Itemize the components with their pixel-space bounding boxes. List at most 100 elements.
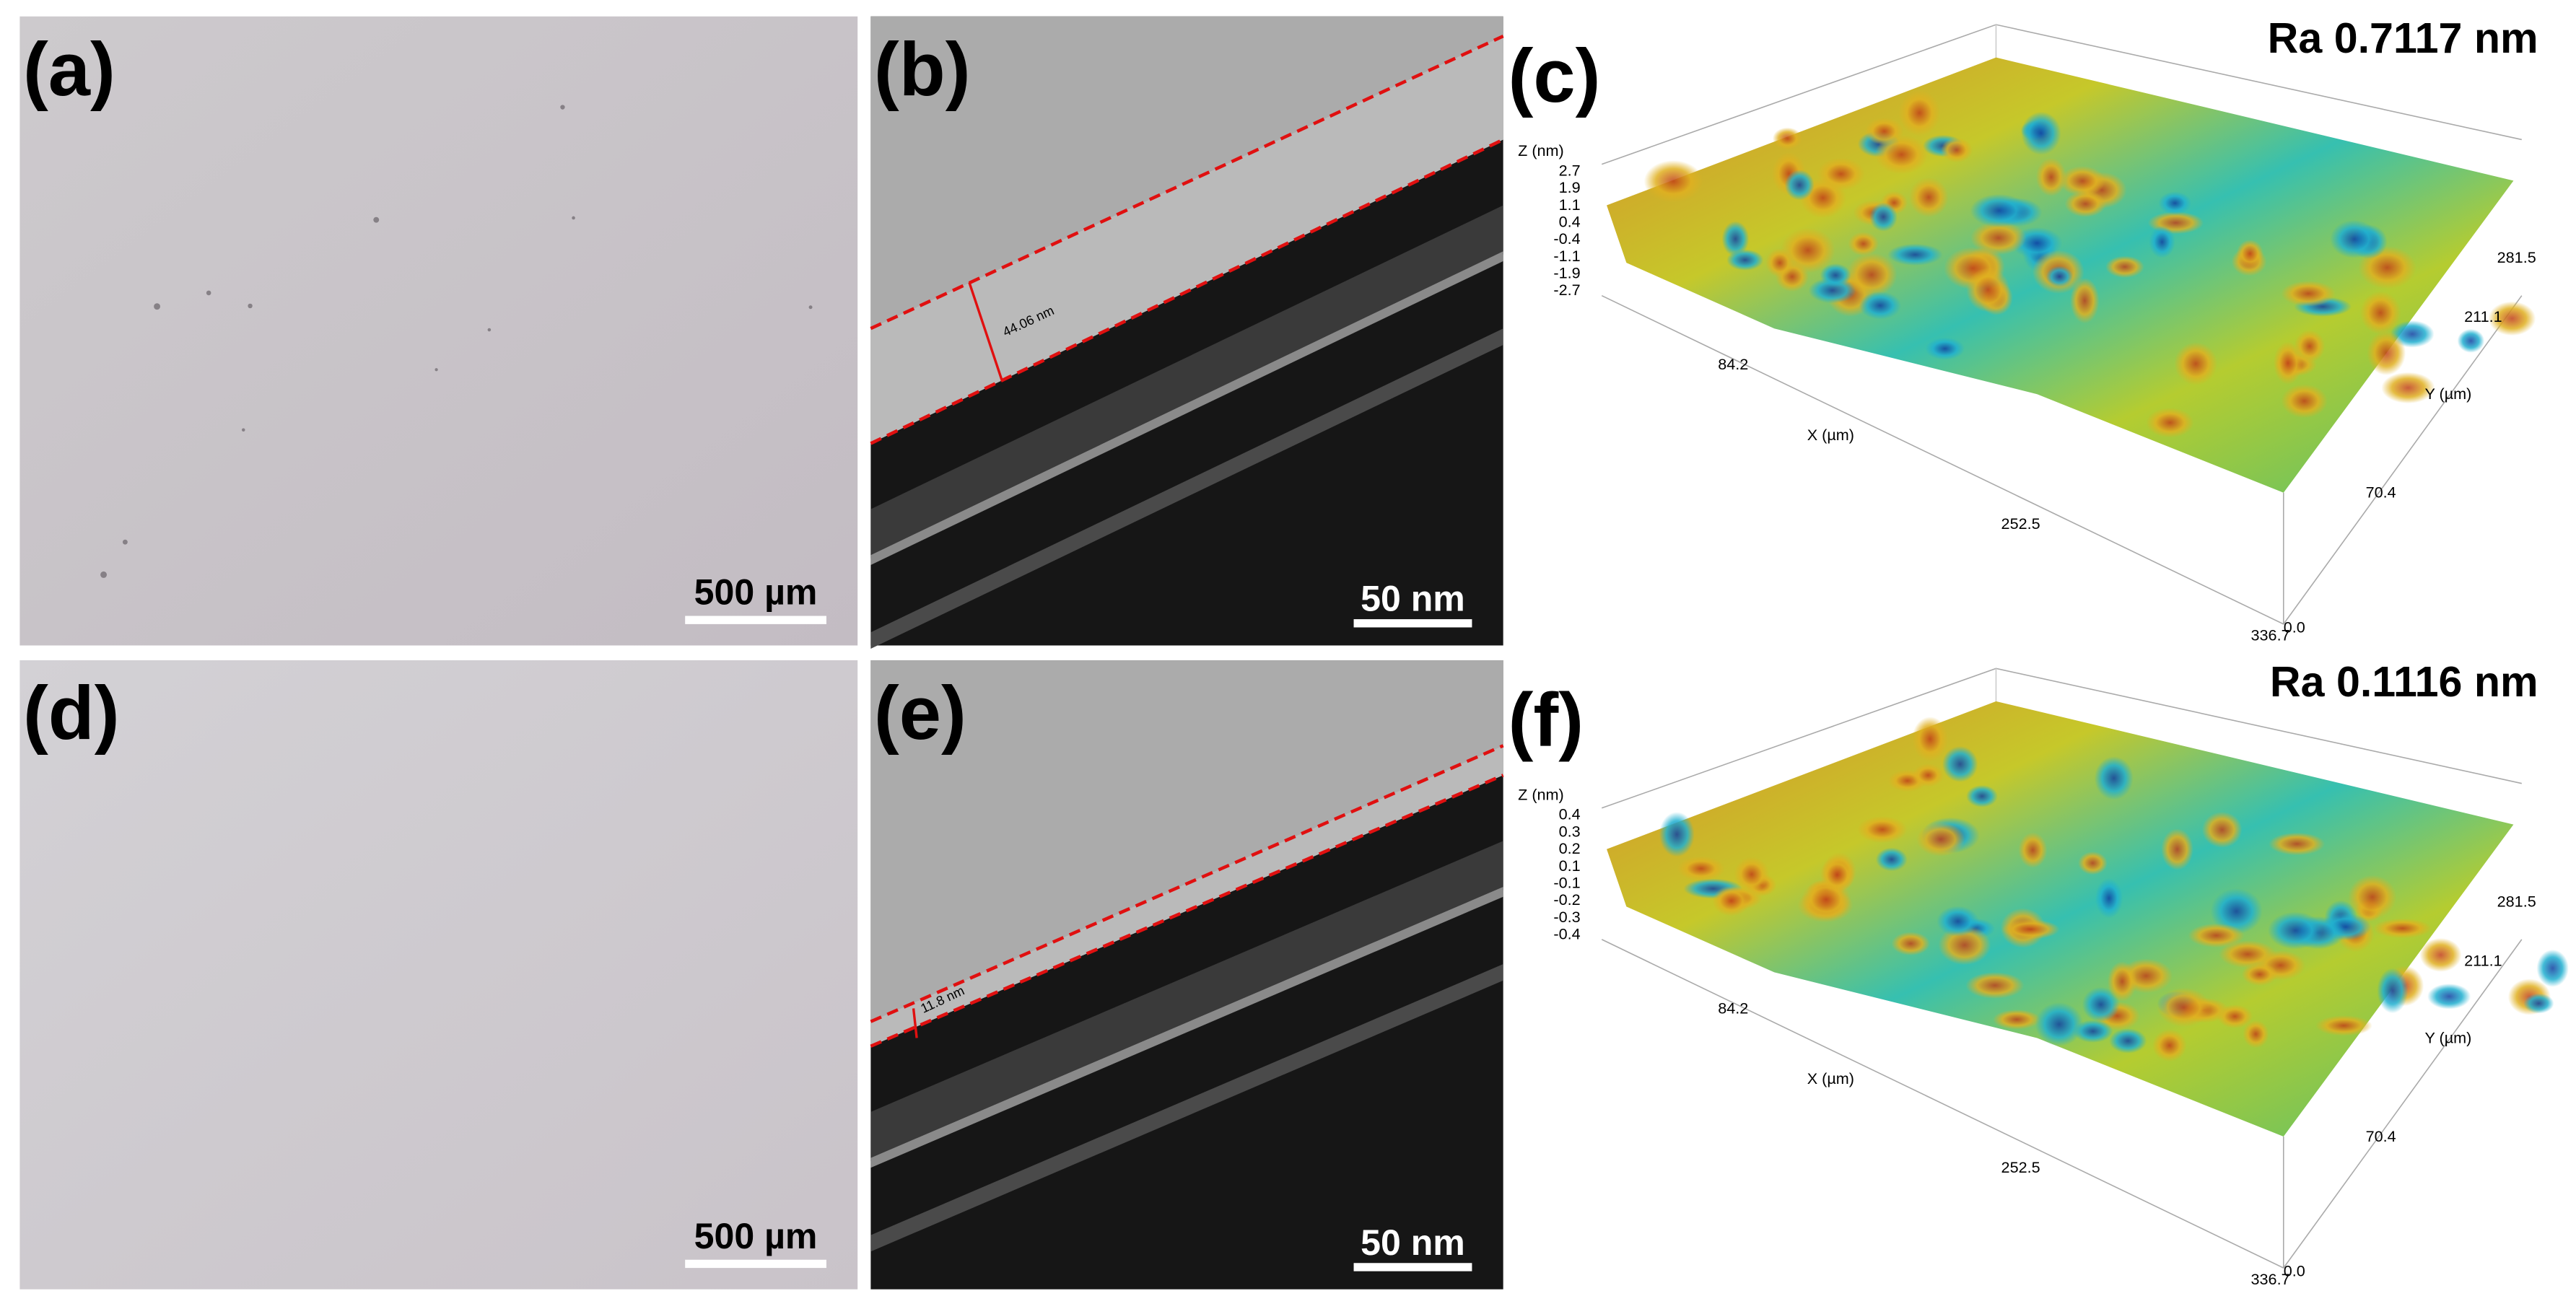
afm-peak (2146, 407, 2194, 438)
scale-bar-label: 50 nm (1361, 1222, 1465, 1263)
afm-peak (2294, 330, 2326, 363)
afm-peak (2001, 919, 2060, 940)
afm-surface (1607, 701, 2514, 1137)
scale-bar-label: 50 nm (1361, 579, 1465, 619)
afm-pit (2330, 219, 2379, 258)
afm-peak (1970, 221, 2027, 255)
z-tick-label: 1.1 (1559, 196, 1581, 214)
afm-peak (2269, 832, 2326, 856)
x-tick-label: 336.7 (2251, 626, 2290, 644)
dashed-line (870, 35, 1504, 330)
debris (241, 428, 245, 432)
z-tick-label: -0.4 (1553, 924, 1580, 942)
z-tick-label: -0.4 (1553, 229, 1580, 248)
afm-peak (2367, 330, 2406, 376)
afm-peak (1912, 717, 1948, 762)
afm-pit (2149, 225, 2175, 258)
x-tick-label: 84.2 (1718, 355, 1748, 373)
afm-peak (1712, 885, 1750, 916)
x-tick-label: 252.5 (2001, 1158, 2040, 1176)
afm-peak (2070, 277, 2100, 324)
x-axis-label: X (µm) (1807, 1069, 1854, 1087)
x-tick-label: 336.7 (2251, 1270, 2290, 1288)
afm-pit (2094, 756, 2134, 800)
scale-bar (685, 1259, 826, 1269)
z-axis-label: Z (nm) (1518, 141, 1564, 159)
panel-label: (f) (1508, 678, 1584, 762)
afm-pit (1942, 746, 1978, 782)
scale-bar (1353, 1263, 1472, 1271)
z-tick-label: -1.9 (1553, 264, 1580, 282)
z-tick-label: 1.9 (1559, 178, 1581, 196)
afm-peak (1916, 822, 1965, 857)
afm-peak (1965, 972, 2025, 999)
afm-peak (2152, 1029, 2187, 1062)
afm-pit (2082, 986, 2120, 1023)
afm-pit (2536, 949, 2569, 987)
tem-panel: 11.8 nm(e)50 nm (870, 660, 1504, 1290)
afm-pit (2072, 1020, 2113, 1043)
afm-pit (1721, 221, 1750, 257)
optical-image (19, 16, 858, 646)
dashed-line (870, 774, 1504, 1048)
debris (560, 105, 565, 110)
y-tick-label: 70.4 (2366, 1127, 2396, 1145)
afm-peak (1891, 932, 1931, 956)
afm-peak (2281, 384, 2328, 419)
y-axis-label: Y (µm) (2425, 385, 2472, 403)
afm-peak (2078, 851, 2108, 875)
y-tick-label: 70.4 (2366, 483, 2396, 502)
afm-pit (2267, 911, 2323, 950)
y-tick-label: 281.5 (2497, 248, 2536, 266)
x-axis-label: X (µm) (1807, 426, 1854, 444)
afm-pit (2523, 993, 2554, 1014)
z-tick-label: 0.4 (1559, 213, 1581, 231)
tem-band (870, 205, 1503, 559)
debris (487, 328, 492, 332)
z-tick-label: -0.2 (1553, 890, 1580, 909)
afm-peak (1643, 160, 1703, 203)
afm-peak (2188, 923, 2245, 948)
measure-line (912, 1008, 918, 1038)
afm-peak (2064, 191, 2107, 217)
panel-label: (b) (874, 27, 971, 112)
afm-peak (1846, 253, 1898, 297)
tem-film (870, 745, 1503, 1046)
afm-peak (2157, 987, 2211, 1028)
afm-panel: Ra 0.1116 nm(f)Z (nm)0.40.30.20.1-0.1-0.… (1508, 657, 2569, 1288)
afm-peak (2348, 875, 2397, 919)
afm-pit (2095, 878, 2123, 919)
afm-pit (2035, 1002, 2084, 1046)
afm-peak (2359, 291, 2401, 335)
afm-pit (2109, 1028, 2147, 1054)
panel-label: (a) (23, 27, 115, 112)
debris (100, 571, 108, 578)
afm-pit (1970, 193, 2028, 227)
afm-peak (1993, 1010, 2041, 1030)
z-tick-label: 2.7 (1559, 162, 1581, 180)
scale-bar-label: 500 µm (694, 572, 818, 613)
afm-peak (1908, 177, 1949, 217)
afm-peak (2018, 832, 2048, 868)
afm-peak (2315, 1015, 2372, 1036)
z-tick-label: -2.7 (1553, 281, 1580, 299)
z-tick-label: 0.4 (1559, 805, 1581, 823)
afm-peak (1940, 137, 1973, 163)
tem-bright-line (870, 887, 1503, 1168)
ra-label: Ra 0.7117 nm (2268, 14, 2538, 62)
afm-pit (2045, 266, 2074, 288)
afm-peak (1734, 857, 1770, 893)
z-tick-label: -1.1 (1553, 247, 1580, 265)
afm-peak (2105, 255, 2144, 279)
afm-peak (1781, 227, 1835, 273)
y-tick-label: 281.5 (2497, 892, 2536, 910)
optical-panel: (a) 500 µm (19, 16, 858, 646)
afm-peak (2241, 963, 2278, 986)
afm-pit (2021, 111, 2061, 155)
scale-bar (1353, 619, 1472, 628)
afm-peak (2161, 828, 2193, 870)
measure-line (968, 281, 1004, 382)
y-tick-label: 0.0 (2284, 618, 2305, 636)
y-tick-label: 211.1 (2464, 307, 2502, 325)
debris (154, 303, 160, 310)
